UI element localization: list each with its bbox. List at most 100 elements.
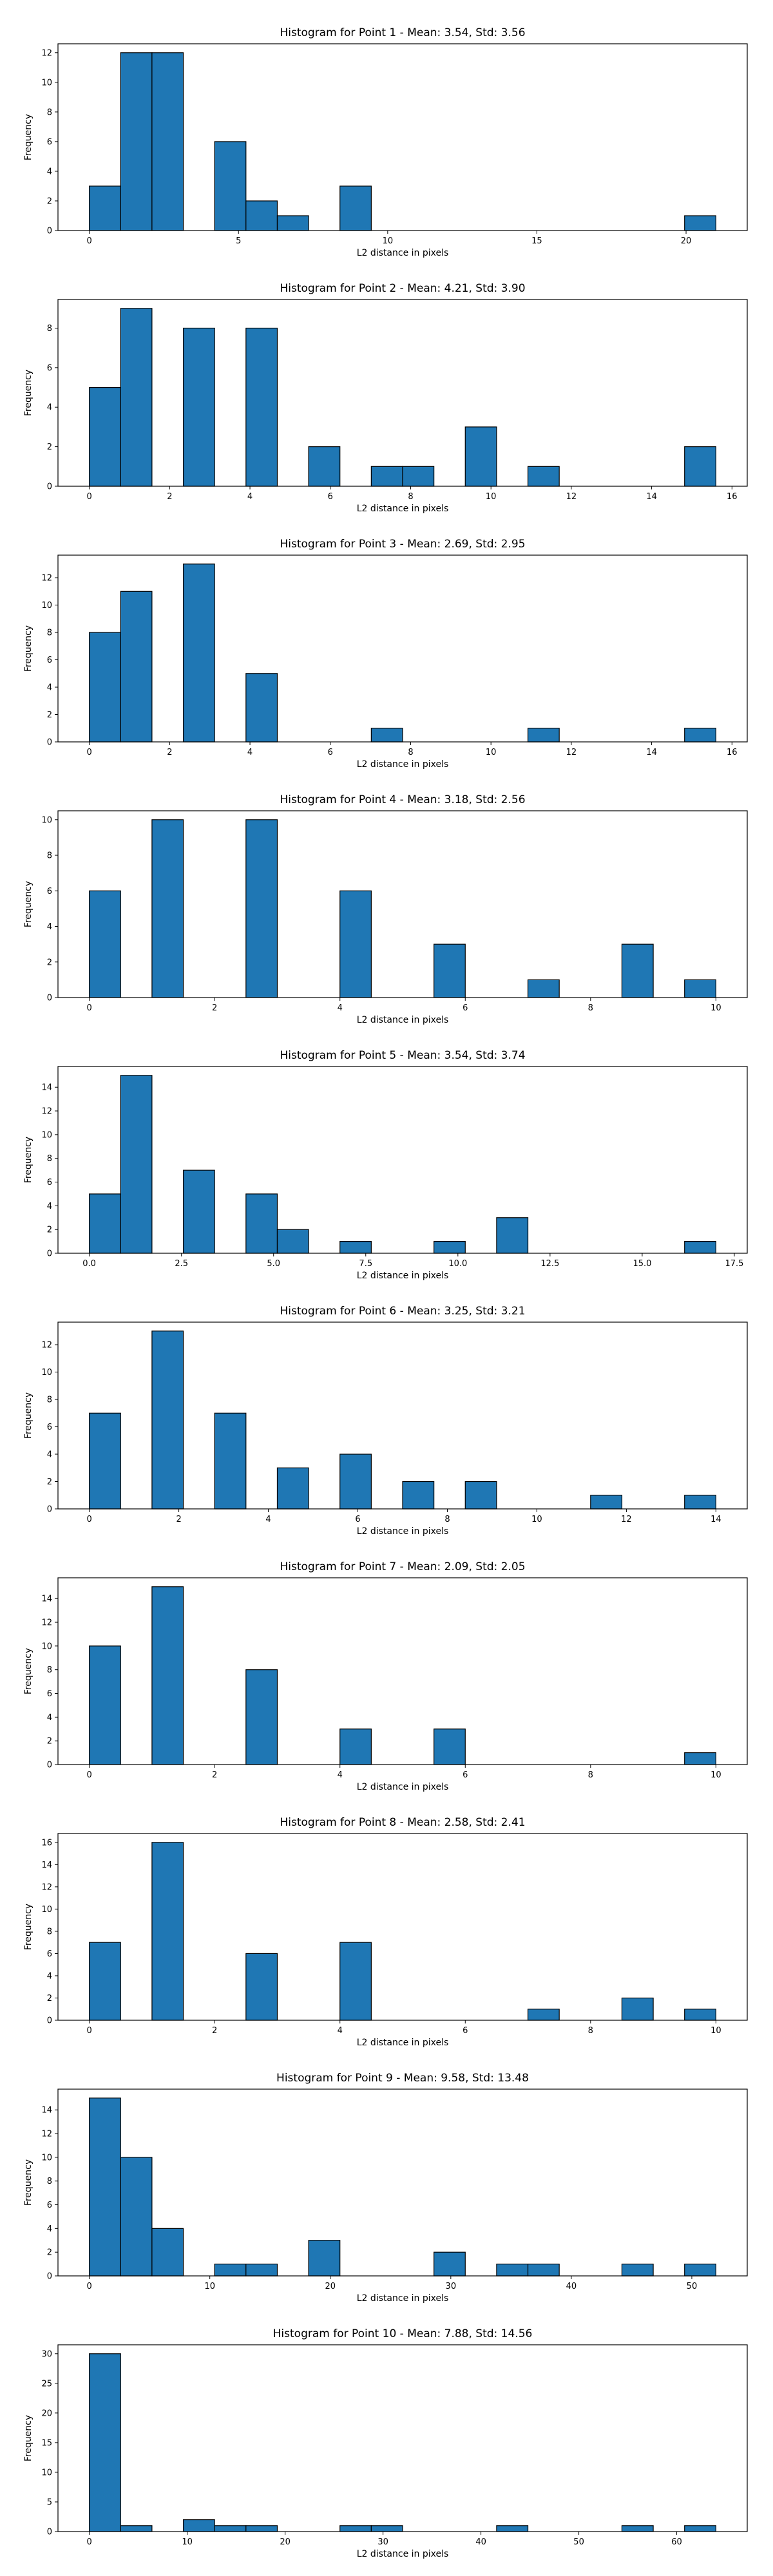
x-tick-label: 17.5 xyxy=(725,1259,743,1269)
histogram-bar xyxy=(370,466,403,487)
y-tick-label: 8 xyxy=(47,629,52,638)
y-tick-label: 14 xyxy=(41,1861,52,1870)
x-tick-label: 6 xyxy=(328,748,333,757)
y-tick-label: 16 xyxy=(41,1838,52,1848)
y-tick-label: 4 xyxy=(47,683,52,693)
histogram-bar xyxy=(89,2353,121,2532)
chart-title: Histogram for Point 6 - Mean: 3.25, Std:… xyxy=(280,1305,525,1318)
y-tick-label: 2 xyxy=(47,2248,52,2258)
histogram-bar xyxy=(120,591,153,743)
y-tick-label: 2 xyxy=(47,442,52,452)
histogram-bar xyxy=(120,52,153,231)
x-tick-label: 2 xyxy=(167,748,172,757)
histogram-bar xyxy=(684,979,716,998)
chart-title: Histogram for Point 5 - Mean: 3.54, Std:… xyxy=(280,1049,525,1062)
histogram-panel-1: Histogram for Point 1 - Mean: 3.54, Std:… xyxy=(23,26,748,258)
y-axis-label: Frequency xyxy=(23,2159,33,2206)
y-tick-label: 14 xyxy=(41,1083,52,1093)
x-tick-label: 4 xyxy=(338,1770,343,1780)
x-tick-label: 2 xyxy=(212,2026,217,2036)
x-tick-label: 4 xyxy=(338,1003,343,1013)
y-tick-label: 6 xyxy=(47,1178,52,1188)
histogram-bar xyxy=(434,1728,466,1765)
y-axis-label: Frequency xyxy=(23,370,33,416)
x-tick-label: 6 xyxy=(463,1003,468,1013)
x-tick-label: 4 xyxy=(247,492,253,502)
histogram-bar xyxy=(276,215,309,231)
x-axis-label: L2 distance in pixels xyxy=(357,1782,449,1792)
histogram-bar xyxy=(182,1170,215,1254)
chart-title: Histogram for Point 10 - Mean: 7.88, Std… xyxy=(273,2327,533,2340)
histogram-bar xyxy=(339,1942,372,2021)
histogram-panel-5: Histogram for Point 5 - Mean: 3.54, Std:… xyxy=(23,1049,748,1281)
plot-frame xyxy=(57,43,748,231)
histogram-panel-6: Histogram for Point 6 - Mean: 3.25, Std:… xyxy=(23,1305,748,1537)
y-tick-label: 0 xyxy=(47,227,52,236)
chart-title: Histogram for Point 7 - Mean: 2.09, Std:… xyxy=(280,1560,525,1573)
plot-frame xyxy=(57,1321,748,1510)
x-tick-label: 50 xyxy=(573,2537,584,2547)
histogram-bar xyxy=(89,2098,121,2277)
histogram-bar xyxy=(182,564,215,743)
histogram-bar xyxy=(496,2263,529,2277)
histogram-bar xyxy=(402,466,435,487)
x-tick-label: 10 xyxy=(711,2026,721,2036)
y-tick-label: 10 xyxy=(41,1642,52,1651)
x-tick-label: 8 xyxy=(408,492,413,502)
histogram-bar xyxy=(151,1586,184,1765)
x-tick-label: 2 xyxy=(167,492,172,502)
y-tick-label: 0 xyxy=(47,1761,52,1770)
histogram-bar xyxy=(621,2263,654,2277)
y-axis-label: Frequency xyxy=(23,1137,33,1183)
y-tick-label: 4 xyxy=(47,1450,52,1460)
histogram-bar xyxy=(245,2263,278,2277)
histogram-bar xyxy=(120,1075,153,1254)
plot-frame xyxy=(57,1577,748,1765)
y-axis-label: Frequency xyxy=(23,114,33,160)
histogram-bar xyxy=(89,386,121,487)
y-tick-label: 10 xyxy=(41,2468,52,2477)
y-tick-label: 2 xyxy=(47,1477,52,1487)
histogram-bar xyxy=(245,819,278,998)
histogram-bar xyxy=(339,185,372,231)
y-tick-label: 10 xyxy=(41,1905,52,1915)
y-tick-label: 4 xyxy=(47,1713,52,1723)
histogram-bar xyxy=(151,52,184,231)
bars xyxy=(89,1586,716,1765)
y-tick-label: 0 xyxy=(47,1505,52,1515)
x-tick-label: 20 xyxy=(325,2282,336,2291)
x-tick-label: 10 xyxy=(711,1003,721,1013)
y-tick-label: 10 xyxy=(41,1368,52,1378)
y-tick-label: 8 xyxy=(47,851,52,861)
y-tick-label: 0 xyxy=(47,2272,52,2282)
bars xyxy=(89,564,716,743)
x-tick-label: 10.0 xyxy=(448,1259,467,1269)
histogram-bar xyxy=(120,308,153,487)
y-tick-label: 12 xyxy=(41,1618,52,1628)
x-tick-label: 30 xyxy=(377,2537,388,2547)
plot-frame xyxy=(57,2088,748,2277)
histogram-bar xyxy=(621,1997,654,2021)
histogram-bar xyxy=(151,1842,184,2021)
y-tick-label: 2 xyxy=(47,1226,52,1235)
x-tick-label: 4 xyxy=(265,1515,271,1524)
histogram-bar xyxy=(245,1669,278,1765)
x-tick-label: 5.0 xyxy=(267,1259,280,1269)
histogram-bar xyxy=(182,327,215,487)
histogram-bar xyxy=(464,426,497,487)
y-axis-label: Frequency xyxy=(23,881,33,927)
histogram-bar xyxy=(339,890,372,998)
histogram-bar xyxy=(402,1481,435,1510)
y-tick-label: 0 xyxy=(47,738,52,748)
y-tick-label: 10 xyxy=(41,601,52,611)
y-tick-label: 14 xyxy=(41,2106,52,2116)
x-tick-label: 10 xyxy=(383,236,394,246)
histogram-bar xyxy=(434,2251,466,2277)
histogram-bar xyxy=(527,728,560,743)
x-tick-label: 6 xyxy=(463,2026,468,2036)
x-tick-label: 4 xyxy=(247,748,253,757)
y-tick-label: 5 xyxy=(47,2497,52,2507)
x-tick-label: 8 xyxy=(588,1770,593,1780)
x-tick-label: 8 xyxy=(408,748,413,757)
